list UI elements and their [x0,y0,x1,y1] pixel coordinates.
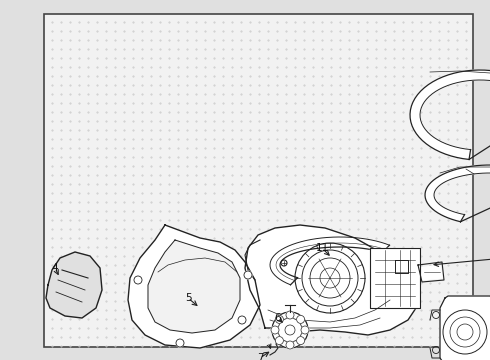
Circle shape [272,312,308,348]
Circle shape [134,276,142,284]
Text: 6: 6 [275,313,281,323]
Polygon shape [410,70,490,159]
Circle shape [286,341,294,349]
Circle shape [238,316,246,324]
Polygon shape [370,248,420,308]
Polygon shape [46,252,102,318]
Polygon shape [270,237,390,285]
Circle shape [244,271,252,279]
Polygon shape [440,296,490,360]
Text: 5: 5 [185,293,191,303]
Polygon shape [420,265,442,280]
Text: 11: 11 [316,243,329,253]
Polygon shape [148,240,240,333]
Circle shape [296,315,305,323]
Polygon shape [425,165,490,222]
Polygon shape [395,260,408,273]
Text: 7: 7 [257,353,263,360]
Circle shape [275,337,283,345]
Polygon shape [128,225,260,348]
Polygon shape [245,225,418,335]
Circle shape [296,337,305,345]
Bar [44,14,473,347]
Circle shape [176,339,184,347]
Circle shape [301,326,309,334]
Text: 4: 4 [51,263,58,273]
Circle shape [275,315,283,323]
Circle shape [271,326,279,334]
Circle shape [286,311,294,319]
